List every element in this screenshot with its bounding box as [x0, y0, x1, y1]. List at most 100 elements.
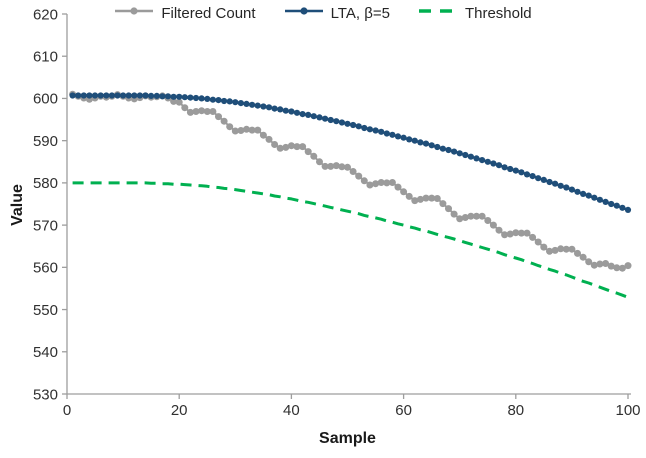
- series-marker-1: [181, 94, 188, 101]
- y-tick-label: 530: [33, 386, 58, 403]
- series-marker-0: [243, 125, 250, 133]
- series-marker-1: [338, 119, 345, 126]
- series-marker-1: [495, 162, 503, 169]
- series-marker-1: [69, 92, 76, 99]
- series-marker-1: [439, 145, 446, 152]
- series-marker-0: [259, 131, 267, 139]
- series-marker-1: [417, 139, 424, 146]
- series-marker-1: [490, 160, 497, 167]
- series-marker-1: [344, 120, 351, 127]
- series-marker-0: [293, 143, 301, 151]
- series-marker-1: [103, 92, 110, 99]
- series-marker-1: [383, 130, 390, 137]
- series-marker-1: [310, 113, 317, 120]
- y-tick-label: 560: [33, 260, 58, 277]
- series-marker-0: [181, 104, 189, 112]
- series-marker-0: [276, 144, 284, 152]
- series-marker-0: [428, 194, 436, 202]
- series-marker-0: [557, 245, 565, 253]
- series-marker-1: [585, 192, 592, 199]
- series-marker-1: [305, 111, 312, 118]
- series-marker-0: [585, 258, 593, 266]
- series-marker-1: [120, 92, 127, 99]
- series-marker-1: [204, 95, 211, 102]
- series-marker-1: [501, 164, 508, 171]
- series-marker-1: [580, 190, 587, 197]
- series-marker-1: [282, 107, 289, 114]
- series-marker-0: [512, 229, 520, 237]
- series-marker-0: [540, 243, 548, 251]
- series-marker-1: [462, 151, 469, 159]
- series-marker-1: [372, 127, 379, 134]
- series-marker-0: [192, 108, 200, 115]
- series-marker-0: [501, 231, 509, 239]
- x-tick-label: 40: [283, 402, 300, 419]
- series-marker-1: [271, 105, 278, 112]
- series-marker-1: [523, 171, 531, 178]
- series-marker-1: [232, 99, 239, 106]
- series-marker-1: [288, 108, 295, 115]
- series-marker-1: [428, 142, 435, 149]
- series-marker-1: [164, 93, 172, 100]
- series-marker-0: [551, 246, 559, 254]
- x-tick-label: 80: [507, 402, 524, 419]
- series-marker-1: [518, 169, 525, 176]
- series-marker-0: [546, 247, 553, 255]
- series-marker-1: [249, 101, 256, 108]
- series-marker-1: [591, 194, 598, 201]
- series-marker-1: [484, 158, 491, 165]
- series-marker-0: [574, 249, 581, 257]
- series-marker-0: [461, 214, 469, 221]
- series-marker-0: [450, 210, 458, 218]
- series-marker-0: [400, 188, 408, 196]
- series-marker-1: [97, 92, 104, 99]
- series-marker-1: [243, 100, 250, 107]
- series-marker-0: [596, 260, 604, 268]
- series-marker-0: [618, 264, 626, 272]
- series-marker-1: [394, 133, 402, 140]
- series-marker-1: [333, 118, 340, 125]
- series-marker-0: [478, 212, 486, 220]
- series-line-2: [72, 181, 629, 299]
- series-marker-0: [562, 245, 570, 253]
- series-marker-0: [237, 127, 245, 134]
- x-tick-label: 100: [615, 402, 640, 419]
- series-marker-1: [467, 153, 474, 160]
- series-marker-1: [114, 92, 121, 99]
- series-marker-1: [192, 94, 200, 102]
- series-marker-0: [602, 260, 610, 267]
- series-marker-1: [355, 123, 362, 130]
- series-marker-1: [125, 92, 132, 99]
- series-marker-1: [546, 178, 553, 186]
- y-tick-label: 590: [33, 133, 58, 150]
- series-marker-1: [507, 165, 514, 173]
- series-marker-1: [619, 204, 626, 211]
- series-marker-0: [316, 158, 323, 166]
- legend-label: Threshold: [464, 4, 532, 22]
- series-line-1: [72, 94, 629, 212]
- series-marker-0: [607, 262, 615, 270]
- y-tick-label: 600: [33, 91, 58, 108]
- series-marker-1: [624, 206, 632, 213]
- series-marker-1: [434, 143, 441, 151]
- series-marker-1: [209, 96, 216, 103]
- series-marker-1: [277, 106, 284, 113]
- y-axis-title: Value: [9, 184, 26, 226]
- series-marker-0: [203, 108, 211, 115]
- series-marker-0: [355, 172, 363, 180]
- series-marker-1: [451, 148, 458, 155]
- series-marker-1: [260, 103, 267, 110]
- series-marker-1: [142, 92, 149, 99]
- chart-legend: Filtered Count LTA, β=5 Threshold: [0, 2, 646, 24]
- series-marker-1: [535, 175, 542, 182]
- series-marker-1: [170, 93, 177, 100]
- series-marker-0: [304, 148, 312, 156]
- series-marker-0: [231, 127, 239, 135]
- series-marker-1: [422, 140, 430, 147]
- x-tick-label: 0: [63, 402, 71, 419]
- series-marker-0: [473, 212, 480, 220]
- series-marker-1: [552, 180, 559, 187]
- series-marker-0: [388, 179, 396, 186]
- legend-label: Filtered Count: [161, 4, 256, 22]
- series-marker-1: [366, 126, 373, 133]
